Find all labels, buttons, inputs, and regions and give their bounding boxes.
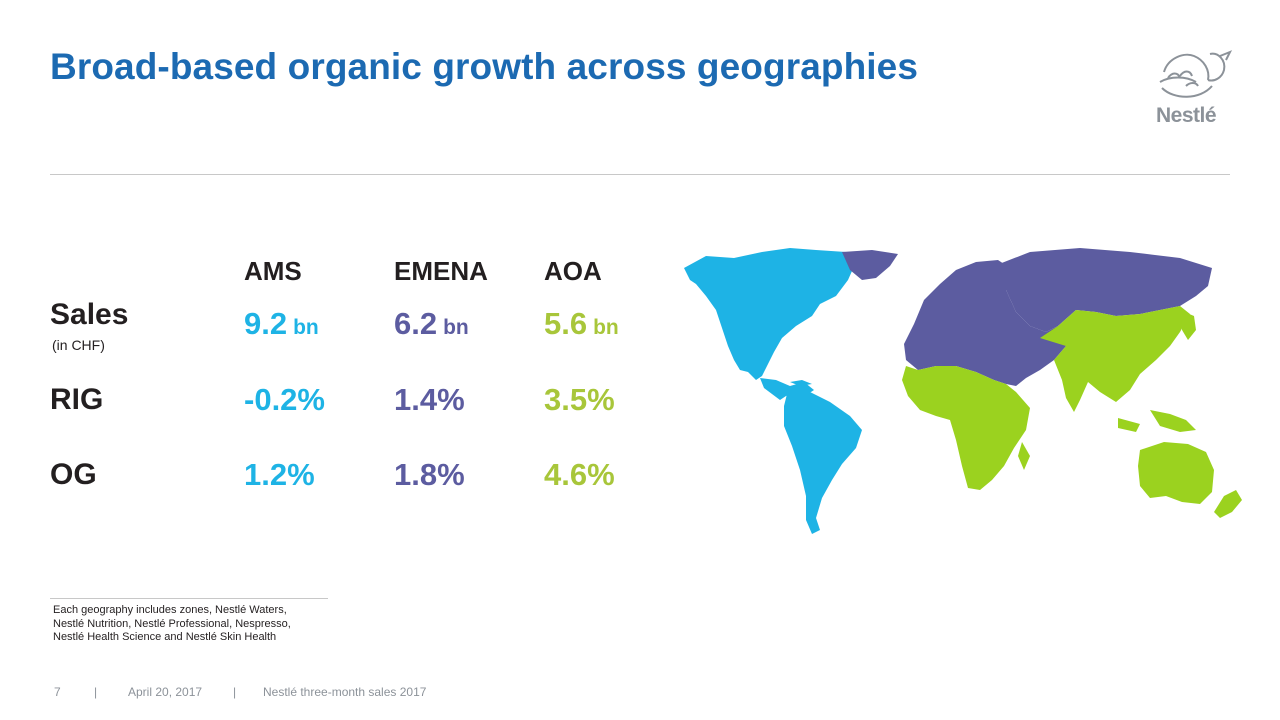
sales-value-ams: 9.2 bn bbox=[244, 306, 319, 342]
footnote-line: Each geography includes zones, Nestlé Wa… bbox=[53, 604, 287, 616]
nestle-wordmark: Nestlé bbox=[1156, 104, 1217, 127]
slide-title: Broad-based organic growth across geogra… bbox=[50, 46, 919, 87]
sales-value-emena: 6.2 bn bbox=[394, 306, 469, 342]
column-header-ams: AMS bbox=[244, 256, 302, 286]
column-header-aoa: AOA bbox=[544, 256, 602, 286]
sales-value-aoa: 5.6 bn bbox=[544, 306, 619, 342]
rig-value-aoa: 3.5% bbox=[544, 382, 615, 417]
footer-separator: | bbox=[94, 685, 98, 699]
page-number: 7 bbox=[54, 685, 61, 699]
rig-value-ams: -0.2% bbox=[244, 382, 325, 417]
sales-number: 5.6 bbox=[544, 306, 588, 341]
nestle-nest-logo-icon bbox=[1159, 50, 1233, 98]
region-aoa bbox=[902, 306, 1242, 518]
og-value-aoa: 4.6% bbox=[544, 457, 615, 492]
sales-unit: bn bbox=[593, 316, 619, 339]
og-value-ams: 1.2% bbox=[244, 457, 315, 492]
sales-unit: bn bbox=[443, 316, 469, 339]
sales-number: 6.2 bbox=[394, 306, 438, 341]
footnote: Each geography includes zones, Nestlé Wa… bbox=[53, 604, 291, 645]
row-sublabel-sales: (in CHF) bbox=[52, 337, 105, 353]
region-emena bbox=[842, 248, 1212, 386]
title-divider bbox=[50, 174, 1230, 175]
footer-document-title: Nestlé three-month sales 2017 bbox=[263, 685, 427, 699]
column-header-emena: EMENA bbox=[394, 256, 488, 286]
world-map bbox=[684, 248, 1242, 534]
row-label-sales: Sales bbox=[50, 298, 129, 331]
note-divider bbox=[50, 598, 328, 599]
footnote-line: Nestlé Nutrition, Nestlé Professional, N… bbox=[53, 617, 291, 630]
footer-date: April 20, 2017 bbox=[128, 685, 203, 699]
region-ams bbox=[684, 248, 862, 534]
row-label-og: OG bbox=[50, 458, 97, 491]
footer-separator: | bbox=[233, 685, 237, 699]
row-label-rig: RIG bbox=[50, 383, 104, 416]
rig-value-emena: 1.4% bbox=[394, 382, 465, 417]
sales-number: 9.2 bbox=[244, 306, 288, 341]
sales-unit: bn bbox=[293, 316, 319, 339]
footnote-line: Nestlé Health Science and Nestlé Skin He… bbox=[53, 631, 277, 643]
og-value-emena: 1.8% bbox=[394, 457, 465, 492]
